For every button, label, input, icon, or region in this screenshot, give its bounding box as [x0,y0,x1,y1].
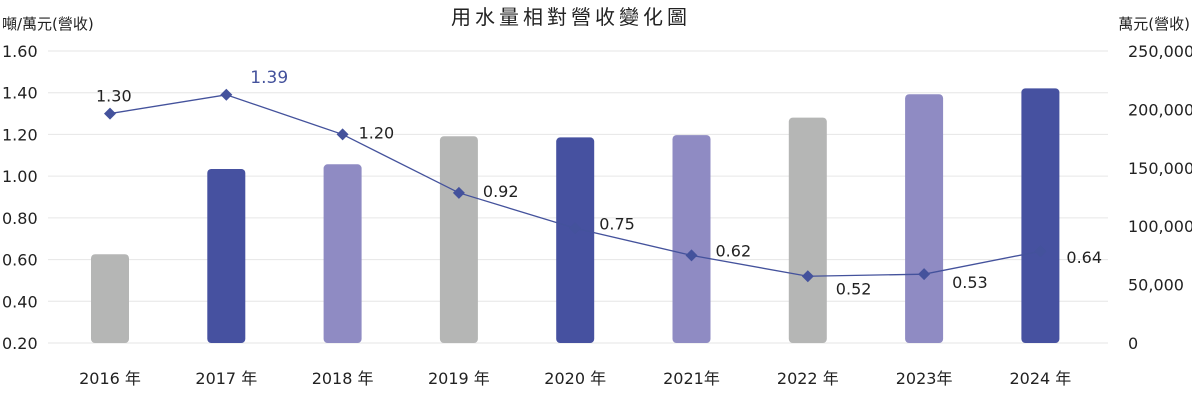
right-tick-label: 200,000 [1128,100,1192,119]
right-tick-label: 100,000 [1128,217,1192,236]
left-tick-label: 1.60 [2,42,38,61]
line-marker [336,128,349,141]
x-tick-label: 2018 年 [312,369,374,388]
right-tick-label: 50,000 [1128,276,1184,295]
bar [672,135,711,343]
right-tick-label: 150,000 [1128,159,1192,178]
left-tick-label: 0.20 [2,334,38,353]
data-label: 1.30 [96,87,132,106]
x-tick-label: 2020 年 [544,369,606,388]
bar [556,137,595,343]
x-tick-label: 2023年 [896,369,953,388]
left-tick-label: 0.80 [2,209,38,228]
x-tick-label: 2016 年 [79,369,141,388]
bar [207,168,246,343]
left-tick-label: 0.40 [2,292,38,311]
bar [1021,88,1060,343]
x-tick-label: 2021年 [663,369,720,388]
data-label: 0.75 [599,214,635,233]
right-tick-label: 0 [1128,334,1138,353]
x-tick-label: 2017 年 [195,369,257,388]
line-marker [104,107,116,120]
data-label: 1.39 [250,68,288,88]
left-tick-label: 1.20 [2,125,38,144]
bar [323,164,362,343]
line-marker [569,222,582,235]
bar-series [91,88,1060,344]
x-tick-label: 2024 年 [1009,369,1071,388]
data-label: 0.52 [836,279,872,298]
data-label: 0.53 [952,273,988,292]
data-label: 0.62 [716,241,752,260]
left-tick-label: 0.60 [2,251,38,270]
line-marker [801,270,814,283]
right-tick-label: 250,000 [1128,42,1192,61]
line-marker [220,88,233,101]
line-marker [685,249,698,262]
axes: 0.20 0.40 0.60 0.80 1.00 1.20 1.40 1.60 0 50,000 1… [2,42,1192,388]
bar [905,94,944,343]
left-axis-title: 噸/萬元(營收) [2,15,94,33]
left-tick-label: 1.40 [2,84,38,103]
right-axis-title: 萬元(營收) [1118,15,1190,33]
bar [91,254,129,343]
line-marker [918,268,931,281]
x-tick-label: 2022 年 [777,369,839,388]
line-marker [1034,245,1047,258]
data-label: 0.92 [483,182,519,201]
x-tick-label: 2019 年 [428,369,490,388]
chart-title: 用水量相對營收變化圖 [451,5,691,29]
left-tick-label: 1.00 [2,167,38,186]
data-label: 0.64 [1066,248,1102,267]
data-label: 1.20 [359,123,395,142]
bar [439,136,478,343]
bar [788,117,827,344]
line-series: 1.30 1.39 1.20 0.92 0.75 0.62 0.52 0.53 0.64 [96,68,1102,298]
line-marker [452,186,465,199]
